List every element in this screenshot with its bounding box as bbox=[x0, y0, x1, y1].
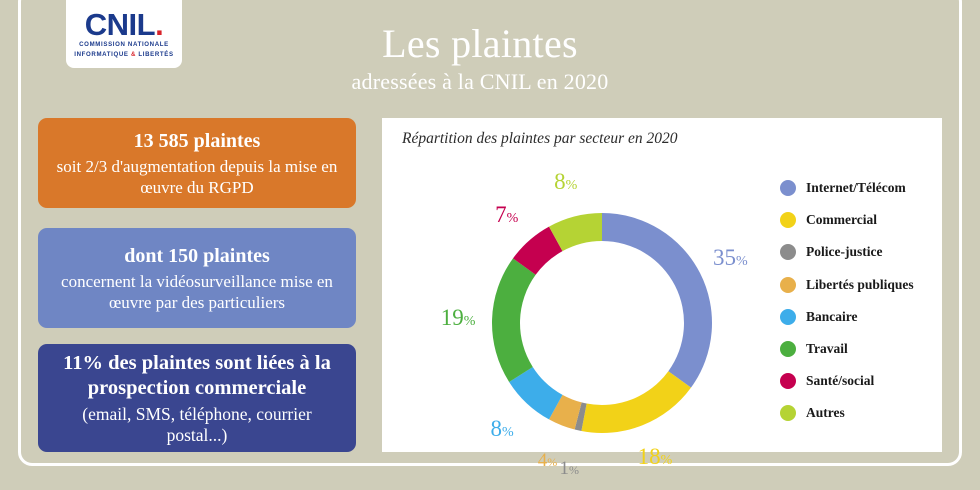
percent-sign: % bbox=[506, 210, 519, 226]
percent-sign: % bbox=[735, 253, 748, 269]
logo-wordmark: CNIL. bbox=[84, 7, 164, 43]
chart-panel: Répartition des plaintes par secteur en … bbox=[382, 118, 942, 480]
header: Les plaintes adressées à la CNIL en 2020 bbox=[200, 21, 760, 96]
legend-item[interactable]: Travail bbox=[780, 333, 940, 365]
legend-color-swatch-icon bbox=[780, 308, 796, 325]
legend-item-label: Santé/social bbox=[806, 373, 875, 389]
legend-color-swatch-icon bbox=[780, 180, 796, 197]
percent-sign: % bbox=[660, 452, 673, 468]
percentage-value: 7 bbox=[495, 201, 507, 227]
percent-sign: % bbox=[463, 314, 476, 330]
stat-card-videosurveillance: dont 150 plaintes concernent la vidéosur… bbox=[38, 228, 356, 328]
donut-segment[interactable] bbox=[513, 226, 563, 275]
logo-tagline-line1: COMMISSION NATIONALE bbox=[79, 41, 169, 49]
donut-chart-svg bbox=[492, 213, 712, 433]
stat-headline: 13 585 plaintes bbox=[133, 129, 261, 152]
donut-segment-percentage: 8% bbox=[554, 169, 577, 195]
legend-item[interactable]: Libertés publiques bbox=[780, 269, 940, 301]
legend-item[interactable]: Autres bbox=[780, 397, 940, 429]
legend-color-swatch-icon bbox=[780, 244, 796, 261]
legend-item[interactable]: Santé/social bbox=[780, 365, 940, 397]
stat-body: (email, SMS, téléphone, courrier postal.… bbox=[82, 403, 312, 445]
stat-body: concernent la vidéosurveillance mise en … bbox=[61, 271, 333, 312]
legend-item-label: Internet/Télécom bbox=[806, 180, 906, 196]
legend-item[interactable]: Police-justice bbox=[780, 236, 940, 268]
donut-segment-percentage: 19% bbox=[441, 305, 476, 331]
legend-color-swatch-icon bbox=[780, 212, 796, 229]
percentage-value: 19 bbox=[440, 305, 464, 331]
logo-tagline-line2: INFORMATIQUE & LIBERTÉS bbox=[74, 50, 174, 59]
legend-item[interactable]: Commercial bbox=[780, 204, 940, 236]
legend-item[interactable]: Bancaire bbox=[780, 301, 940, 333]
donut-segment-percentage: 4% bbox=[538, 450, 558, 472]
legend-item-label: Autres bbox=[806, 405, 845, 421]
stat-body: soit 2/3 d'augmentation depuis la mise e… bbox=[56, 156, 338, 197]
legend-item-label: Police-justice bbox=[806, 244, 883, 260]
legend-color-swatch-icon bbox=[780, 341, 796, 358]
donut-segment[interactable] bbox=[581, 371, 691, 433]
stat-headline: 11% des plaintes sont liées à la prospec… bbox=[63, 351, 331, 399]
stat-headline: dont 150 plaintes bbox=[124, 244, 270, 267]
percent-sign: % bbox=[501, 425, 514, 441]
donut-segment-percentage: 18% bbox=[638, 444, 673, 470]
page-subtitle: adressées à la CNIL en 2020 bbox=[351, 68, 609, 94]
stat-card-prospection: 11% des plaintes sont liées à la prospec… bbox=[38, 344, 356, 452]
percent-sign: % bbox=[547, 454, 558, 469]
stat-card-complaints-total: 13 585 plaintes soit 2/3 d'augmentation … bbox=[38, 118, 356, 208]
logo-tagline-informatique: INFORMATIQUE bbox=[74, 50, 129, 58]
percentage-value: 35 bbox=[712, 244, 736, 270]
donut-segment[interactable] bbox=[549, 394, 582, 430]
percentage-value: 8 bbox=[554, 168, 566, 194]
logo-tagline-ampersand: & bbox=[131, 50, 137, 58]
legend-color-swatch-icon bbox=[780, 373, 796, 390]
percentage-value: 8 bbox=[490, 416, 502, 442]
donut-segment-percentage: 35% bbox=[713, 245, 748, 271]
legend-item[interactable]: Internet/Télécom bbox=[780, 172, 940, 204]
legend-item-label: Commercial bbox=[806, 212, 877, 228]
donut-segment-percentage: 1% bbox=[560, 458, 580, 480]
logo-wordmark-text: CNIL bbox=[84, 7, 156, 43]
donut-segment[interactable] bbox=[602, 213, 712, 388]
logo-tagline-libertes: LIBERTÉS bbox=[138, 50, 174, 58]
donut-segment[interactable] bbox=[574, 402, 587, 432]
page-title: Les plaintes bbox=[382, 21, 578, 66]
donut-segment-percentage: 7% bbox=[495, 202, 518, 228]
legend-item-label: Travail bbox=[806, 341, 848, 357]
percentage-value: 1 bbox=[559, 458, 570, 480]
donut-segment[interactable] bbox=[549, 213, 602, 252]
donut-chart: 35% 18% 1% 4% 8% 19% 7% 8% bbox=[382, 142, 782, 480]
legend-item-label: Libertés publiques bbox=[806, 276, 914, 292]
donut-segment-percentage: 8% bbox=[490, 416, 513, 442]
cnil-logo: CNIL. COMMISSION NATIONALE INFORMATIQUE … bbox=[66, 0, 182, 68]
legend-item-label: Bancaire bbox=[806, 308, 858, 324]
legend-color-swatch-icon bbox=[780, 405, 796, 422]
chart-legend: Internet/Télécom Commercial Police-justice… bbox=[780, 172, 940, 430]
logo-dot: . bbox=[155, 7, 164, 43]
percentage-value: 18 bbox=[637, 443, 661, 469]
percent-sign: % bbox=[569, 463, 580, 478]
donut-segment[interactable] bbox=[492, 258, 536, 382]
donut-segment[interactable] bbox=[509, 366, 563, 420]
chart-title: Répartition des plaintes par secteur en … bbox=[402, 130, 678, 147]
percent-sign: % bbox=[565, 177, 578, 193]
legend-color-swatch-icon bbox=[780, 276, 796, 293]
percentage-value: 4 bbox=[537, 449, 548, 471]
